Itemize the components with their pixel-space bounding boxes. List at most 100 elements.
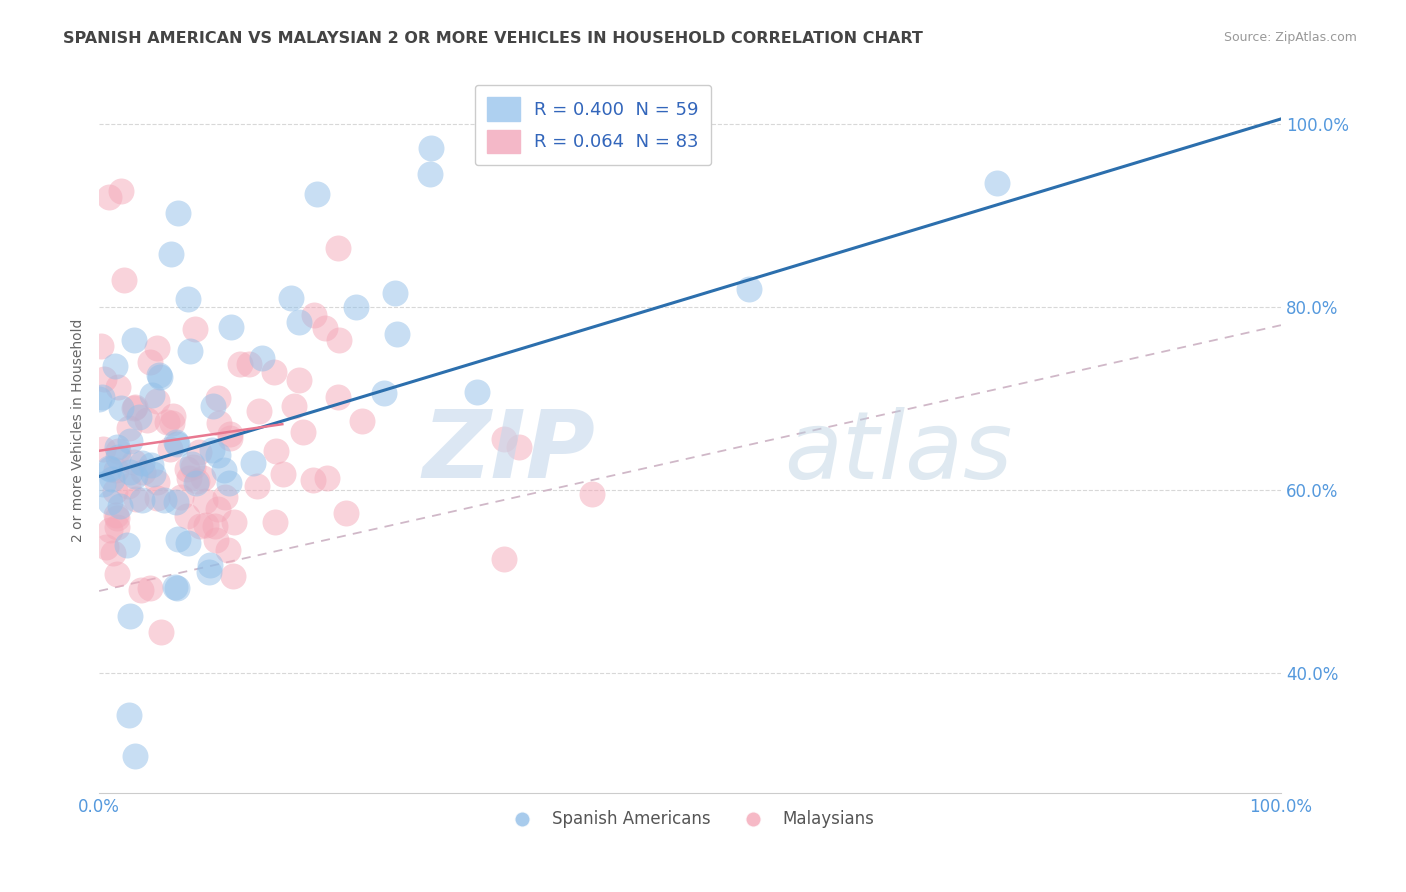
Point [159, 442, 181, 456]
Point [207, 501, 229, 516]
Point [222, 516, 245, 530]
Point [107, 520, 129, 534]
Point [314, 321, 336, 335]
Point [132, 465, 155, 479]
Point [207, 391, 229, 405]
Point [112, 273, 135, 287]
Point [328, 390, 350, 404]
Point [166, 581, 188, 595]
Point [177, 292, 200, 306]
Point [105, 510, 128, 524]
Point [149, 625, 172, 640]
Point [110, 401, 132, 415]
Point [335, 506, 357, 520]
Point [117, 479, 139, 493]
Point [170, 490, 193, 504]
Point [292, 425, 315, 439]
Point [89, 392, 111, 407]
Point [146, 394, 169, 409]
Point [176, 462, 198, 476]
Point [124, 333, 146, 347]
Point [373, 386, 395, 401]
Point [201, 442, 224, 457]
Point [108, 499, 131, 513]
Point [214, 490, 236, 504]
Point [107, 380, 129, 394]
Text: SPANISH AMERICAN VS MALAYSIAN 2 OR MORE VEHICLES IN HOUSEHOLD CORRELATION CHART: SPANISH AMERICAN VS MALAYSIAN 2 OR MORE … [63, 31, 924, 46]
Point [420, 141, 443, 155]
Point [219, 320, 242, 334]
Point [129, 583, 152, 598]
Point [101, 472, 124, 486]
Point [160, 416, 183, 430]
Point [229, 357, 252, 371]
Legend: Spanish Americans, Malaysians: Spanish Americans, Malaysians [499, 804, 882, 835]
Point [128, 409, 150, 424]
Point [465, 384, 488, 399]
Point [508, 440, 530, 454]
Point [118, 421, 141, 435]
Point [344, 300, 367, 314]
Point [122, 401, 145, 415]
Point [118, 707, 141, 722]
Point [107, 450, 129, 465]
Point [152, 493, 174, 508]
Point [181, 459, 204, 474]
Point [105, 440, 128, 454]
Point [581, 487, 603, 501]
Point [250, 351, 273, 365]
Point [145, 475, 167, 490]
Point [124, 400, 146, 414]
Point [198, 558, 221, 573]
Point [247, 403, 270, 417]
Point [302, 473, 325, 487]
Point [218, 476, 240, 491]
Point [328, 333, 350, 347]
Point [179, 471, 201, 485]
Point [97, 461, 120, 475]
Point [136, 413, 159, 427]
Point [738, 281, 761, 295]
Point [166, 437, 188, 451]
Point [186, 475, 208, 490]
Point [98, 462, 121, 476]
Point [105, 567, 128, 582]
Point [131, 493, 153, 508]
Point [165, 495, 187, 509]
Point [288, 315, 311, 329]
Point [93, 372, 115, 386]
Point [90, 339, 112, 353]
Point [97, 190, 120, 204]
Point [204, 518, 226, 533]
Point [419, 167, 441, 181]
Point [141, 388, 163, 402]
Point [176, 508, 198, 523]
Point [101, 547, 124, 561]
Point [194, 518, 217, 533]
Point [263, 365, 285, 379]
Text: Source: ZipAtlas.com: Source: ZipAtlas.com [1223, 31, 1357, 45]
Point [217, 542, 239, 557]
Point [120, 609, 142, 624]
Point [201, 399, 224, 413]
Point [165, 435, 187, 450]
Point [197, 566, 219, 580]
Point [160, 247, 183, 261]
Point [125, 492, 148, 507]
Point [245, 478, 267, 492]
Point [190, 519, 212, 533]
Point [91, 442, 114, 457]
Point [315, 470, 337, 484]
Point [218, 427, 240, 442]
Point [162, 409, 184, 423]
Point [104, 359, 127, 373]
Point [385, 326, 408, 341]
Point [124, 468, 146, 483]
Point [191, 471, 214, 485]
Point [90, 390, 112, 404]
Point [146, 491, 169, 505]
Point [350, 414, 373, 428]
Point [139, 581, 162, 595]
Point [138, 355, 160, 369]
Y-axis label: 2 or more Vehicles in Household: 2 or more Vehicles in Household [72, 319, 86, 542]
